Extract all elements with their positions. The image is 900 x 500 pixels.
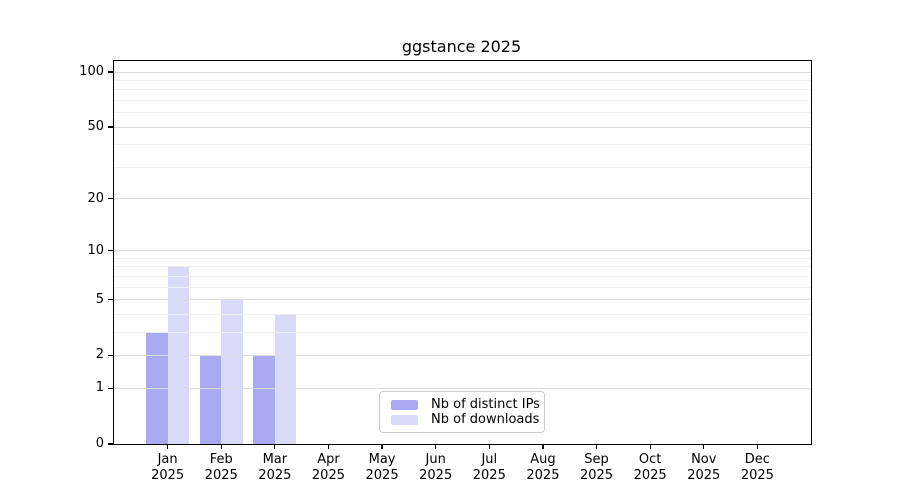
month-label: Sep (584, 452, 609, 467)
year-label: 2025 (311, 467, 345, 483)
x-axis-tick-label: Jul 2025 (457, 452, 521, 483)
month-label: Jan (157, 452, 178, 467)
y-axis-tick (107, 250, 113, 252)
bar-nb-of-downloads-feb (221, 299, 243, 444)
x-axis-tick (274, 444, 276, 449)
month-label: Jul (481, 452, 498, 467)
minor-gridline (114, 99, 811, 101)
year-label: 2025 (472, 467, 506, 483)
y-axis-tick (107, 443, 113, 445)
x-axis-tick (542, 444, 544, 449)
y-axis-tick (107, 71, 113, 73)
month-label: Jun (425, 452, 446, 467)
year-label: 2025 (258, 467, 292, 483)
month-label: Feb (209, 452, 233, 467)
y-axis-tick-label: 50 (87, 119, 104, 135)
x-axis-tick (167, 444, 169, 449)
x-axis-tick-label: Apr 2025 (296, 452, 360, 483)
y-axis-tick-label: 5 (95, 291, 104, 307)
bar-nb-of-downloads-mar (274, 314, 297, 444)
legend-entry-distinct-ips: Nb of distinct IPs (388, 397, 540, 412)
x-axis-tick-label: Aug 2025 (511, 452, 575, 483)
minor-gridline (114, 313, 811, 315)
month-label: May (368, 452, 396, 467)
year-label: 2025 (204, 467, 238, 483)
year-label: 2025 (365, 467, 399, 483)
legend-swatch-downloads (391, 414, 418, 425)
x-axis-tick-label: May 2025 (350, 452, 414, 483)
x-axis-tick-label: Sep 2025 (565, 452, 629, 483)
x-axis-tick-label: Jan 2025 (136, 452, 200, 483)
month-label: Mar (262, 452, 288, 467)
minor-gridline (114, 89, 811, 91)
x-axis-tick (595, 444, 598, 449)
x-axis-tick-label: Nov 2025 (672, 452, 736, 483)
legend-label-distinct-ips: Nb of distinct IPs (431, 397, 540, 412)
month-label: Nov (691, 452, 717, 467)
month-label: Apr (317, 452, 340, 467)
y-axis-tick-label: 100 (79, 64, 104, 79)
month-label: Oct (638, 452, 662, 467)
legend-label-downloads: Nb of downloads (431, 412, 540, 427)
x-axis-tick (649, 444, 651, 449)
month-label: Aug (530, 452, 556, 467)
y-axis-tick-label: 1 (95, 380, 104, 396)
y-axis-tick (107, 126, 113, 128)
chart-title: ggstance 2025 (401, 37, 522, 56)
minor-gridline (114, 79, 811, 81)
year-label: 2025 (687, 467, 721, 483)
year-label: 2025 (579, 467, 614, 483)
major-gridline (114, 299, 811, 301)
year-label: 2025 (151, 467, 185, 483)
x-axis-tick (435, 444, 437, 449)
x-axis-tick-label: Oct 2025 (618, 452, 682, 483)
minor-gridline (114, 166, 811, 168)
legend-swatch-distinct-ips (391, 399, 418, 410)
year-label: 2025 (740, 467, 774, 483)
year-label: 2025 (526, 467, 560, 483)
x-axis-tick-label: Dec 2025 (725, 452, 789, 483)
y-axis-tick (107, 354, 113, 357)
year-label: 2025 (633, 467, 667, 483)
x-axis-tick-label: Mar 2025 (243, 452, 307, 483)
legend-entry-downloads: Nb of downloads (388, 412, 540, 427)
x-axis-tick (327, 444, 330, 449)
minor-gridline (114, 275, 811, 277)
x-axis-tick-label: Jun 2025 (404, 452, 468, 483)
x-axis-tick (381, 444, 383, 449)
legend: Nb of distinct IPs Nb of downloads (379, 391, 545, 433)
month-label: Dec (744, 452, 770, 467)
y-axis-tick (107, 197, 113, 200)
major-gridline (114, 250, 811, 252)
minor-gridline (114, 144, 811, 146)
bar-nb-of-distinct-ips-mar (253, 355, 275, 444)
x-axis-tick (488, 444, 490, 449)
major-gridline (114, 354, 811, 356)
x-axis-tick (756, 444, 758, 449)
major-gridline (114, 198, 811, 200)
bar-nb-of-distinct-ips-feb (199, 355, 222, 444)
x-axis-tick (220, 444, 222, 449)
minor-gridline (114, 286, 811, 288)
x-axis-tick-label: Feb 2025 (189, 452, 253, 483)
plot-area: 0 1 2 5 10 20 50 100 Jan 2025 Feb 2025 Mar 2025 Apr 202… (79, 60, 812, 483)
y-axis-tick-label: 0 (95, 436, 104, 451)
year-label: 2025 (419, 467, 453, 483)
minor-gridline (114, 257, 811, 259)
minor-gridline (114, 112, 811, 114)
major-gridline (114, 71, 811, 73)
x-axis-tick (703, 444, 705, 449)
y-axis-tick-label: 10 (87, 242, 104, 258)
y-axis-tick (107, 387, 113, 389)
minor-gridline (114, 331, 811, 333)
y-axis-tick-label: 2 (95, 347, 104, 363)
minor-gridline (114, 266, 811, 268)
major-gridline (114, 387, 811, 389)
major-gridline (114, 126, 811, 128)
y-axis-tick (107, 298, 113, 301)
y-axis-tick-label: 20 (87, 190, 104, 206)
